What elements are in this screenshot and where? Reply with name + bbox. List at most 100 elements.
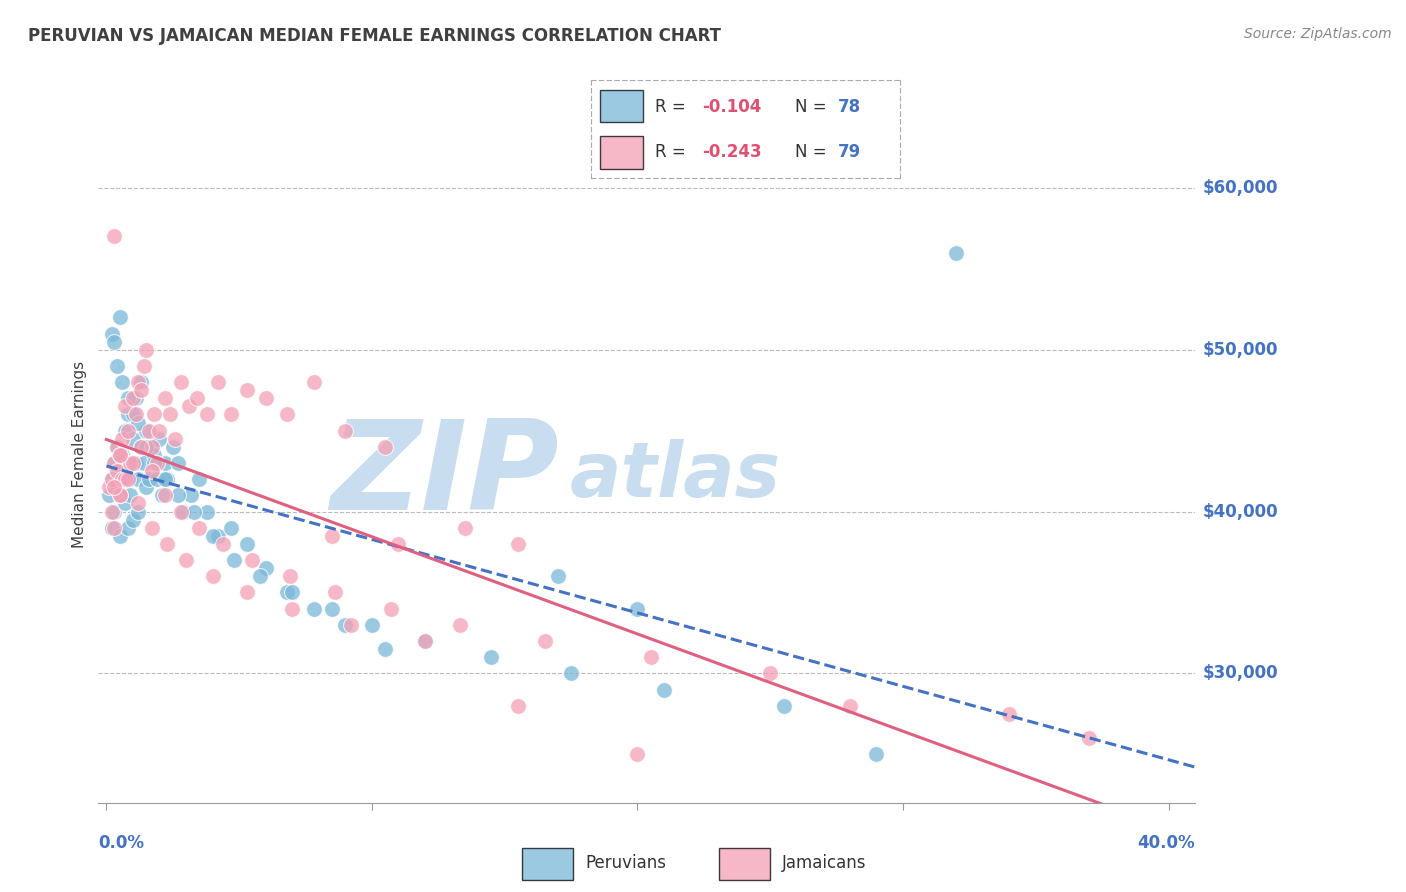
FancyBboxPatch shape	[600, 136, 643, 169]
FancyBboxPatch shape	[600, 90, 643, 122]
Text: 40.0%: 40.0%	[1137, 834, 1195, 852]
Point	[652, 682, 675, 697]
Point	[122, 408, 145, 422]
Point	[162, 440, 184, 454]
Point	[170, 504, 193, 518]
Point	[254, 561, 277, 575]
Point	[129, 440, 152, 454]
Point	[380, 601, 402, 615]
Point	[156, 537, 179, 551]
Point	[122, 432, 145, 446]
Point	[120, 488, 142, 502]
Point	[150, 488, 173, 502]
Text: $50,000: $50,000	[1202, 341, 1278, 359]
Point	[138, 472, 160, 486]
Point	[103, 480, 125, 494]
Point	[159, 408, 181, 422]
Point	[108, 310, 131, 325]
Point	[114, 400, 136, 414]
Point	[108, 464, 131, 478]
Point	[865, 747, 887, 762]
Point	[114, 424, 136, 438]
Point	[100, 326, 122, 341]
Point	[127, 416, 149, 430]
Point	[236, 585, 259, 599]
Text: R =: R =	[655, 143, 692, 161]
Point	[165, 432, 187, 446]
Text: N =: N =	[794, 98, 831, 116]
Point	[135, 424, 157, 438]
Point	[141, 464, 163, 478]
Point	[129, 383, 152, 397]
Point	[188, 472, 211, 486]
Point	[374, 642, 396, 657]
Point	[454, 521, 477, 535]
Point	[153, 456, 176, 470]
Point	[141, 440, 163, 454]
Point	[361, 617, 384, 632]
Point	[127, 496, 149, 510]
Point	[120, 472, 142, 486]
Point	[117, 392, 139, 406]
Point	[156, 472, 179, 486]
Point	[111, 375, 134, 389]
Point	[506, 698, 529, 713]
Text: Jamaicans: Jamaicans	[782, 854, 866, 872]
Point	[323, 585, 346, 599]
Point	[236, 537, 259, 551]
Point	[148, 432, 170, 446]
Text: Source: ZipAtlas.com: Source: ZipAtlas.com	[1244, 27, 1392, 41]
Point	[180, 488, 202, 502]
FancyBboxPatch shape	[522, 848, 574, 880]
Point	[132, 359, 155, 373]
Point	[103, 229, 125, 244]
Point	[105, 480, 128, 494]
Point	[339, 617, 361, 632]
Point	[103, 334, 125, 349]
Point	[105, 464, 128, 478]
Point	[114, 472, 136, 486]
Point	[212, 537, 235, 551]
Y-axis label: Median Female Earnings: Median Female Earnings	[72, 361, 87, 549]
Point	[122, 513, 145, 527]
Point	[103, 521, 125, 535]
Point	[103, 504, 125, 518]
Point	[759, 666, 782, 681]
Point	[117, 424, 139, 438]
Point	[321, 529, 343, 543]
Text: 0.0%: 0.0%	[98, 834, 145, 852]
Point	[127, 472, 149, 486]
Point	[100, 472, 122, 486]
Point	[124, 392, 146, 406]
Point	[335, 424, 357, 438]
Point	[111, 432, 134, 446]
Point	[143, 408, 166, 422]
Point	[772, 698, 794, 713]
Text: -0.104: -0.104	[702, 98, 761, 116]
Point	[124, 456, 146, 470]
Point	[207, 375, 229, 389]
Point	[153, 472, 176, 486]
Point	[105, 440, 128, 454]
Point	[242, 553, 264, 567]
Text: PERUVIAN VS JAMAICAN MEDIAN FEMALE EARNINGS CORRELATION CHART: PERUVIAN VS JAMAICAN MEDIAN FEMALE EARNI…	[28, 27, 721, 45]
Point	[626, 601, 648, 615]
Point	[335, 617, 357, 632]
Point	[533, 634, 555, 648]
Point	[547, 569, 569, 583]
Point	[98, 488, 121, 502]
Point	[127, 504, 149, 518]
Point	[201, 569, 224, 583]
Point	[219, 521, 242, 535]
Point	[219, 408, 242, 422]
Point	[222, 553, 245, 567]
Point	[174, 553, 197, 567]
Point	[108, 448, 131, 462]
Point	[138, 424, 160, 438]
Point	[1077, 731, 1099, 745]
Point	[135, 343, 157, 357]
Point	[117, 521, 139, 535]
Point	[201, 529, 224, 543]
Point	[153, 488, 176, 502]
Text: Peruvians: Peruvians	[585, 854, 666, 872]
